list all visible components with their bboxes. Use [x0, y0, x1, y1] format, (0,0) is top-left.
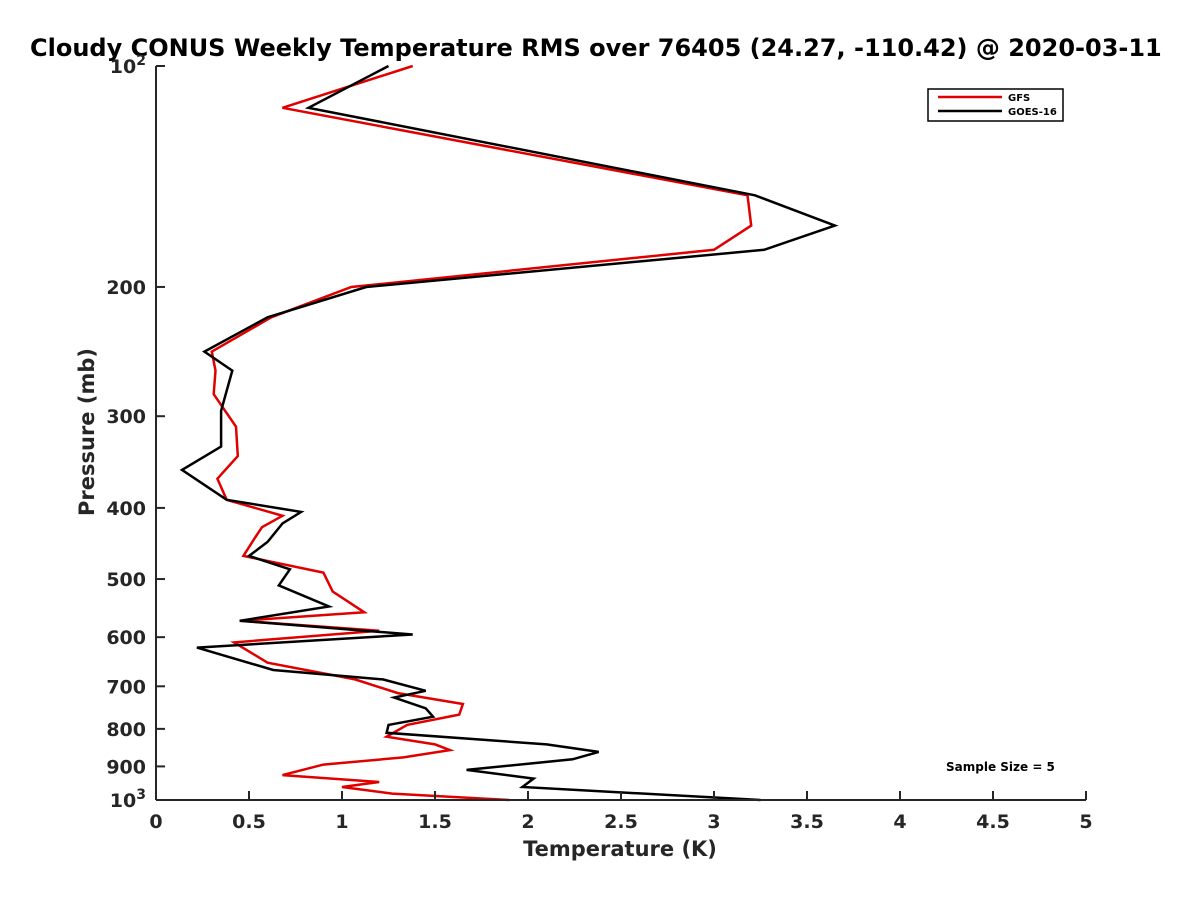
y-tick-label: 102 — [110, 53, 146, 78]
chart-title: Cloudy CONUS Weekly Temperature RMS over… — [30, 34, 1162, 62]
plot-background — [156, 66, 1086, 800]
plot-area — [156, 66, 1086, 800]
x-tick-label: 2 — [521, 811, 534, 833]
x-tick-label: 0 — [149, 811, 162, 833]
y-tick-label: 700 — [106, 676, 146, 698]
axes-group: 0 0.5 1 1.5 2 2.5 3 3.5 4 4.5 5 102 200 300 400 500 600 7… — [106, 53, 1092, 833]
x-tick-label: 2.5 — [604, 811, 638, 833]
x-tick-label: 4.5 — [976, 811, 1010, 833]
x-tick-label: 4 — [893, 811, 906, 833]
x-tick-label: 1 — [335, 811, 348, 833]
x-tick-label: 1.5 — [418, 811, 452, 833]
legend: GFS GOES-16 — [927, 88, 1064, 122]
x-tick-label: 5 — [1079, 811, 1092, 833]
y-tick-label: 200 — [106, 277, 146, 299]
y-tick-label: 300 — [106, 406, 146, 428]
sample-size-annotation: Sample Size = 5 — [946, 760, 1055, 774]
y-axis-label: Pressure (mb) — [75, 348, 99, 516]
series-group — [179, 64, 839, 802]
x-tick-label: 3.5 — [790, 811, 824, 833]
x-axis-label: Temperature (K) — [523, 837, 717, 861]
x-tick-label: 3 — [707, 811, 720, 833]
y-tick-label: 800 — [106, 719, 146, 741]
y-tick-label: 600 — [106, 627, 146, 649]
legend-label-goes-16: GOES-16 — [1008, 107, 1057, 118]
series-line-gfs — [210, 64, 753, 802]
series-line-goes-16 — [179, 64, 839, 802]
legend-box — [927, 88, 1064, 122]
x-tick-label: 0.5 — [232, 811, 266, 833]
y-tick-label: 103 — [110, 787, 146, 812]
y-tick-label: 900 — [106, 756, 146, 778]
y-tick-label: 400 — [106, 498, 146, 520]
y-tick-label: 500 — [106, 569, 146, 591]
legend-label-gfs: GFS — [1008, 93, 1030, 104]
